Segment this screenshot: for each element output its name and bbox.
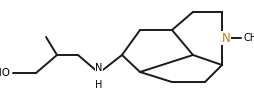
Text: N: N: [222, 31, 231, 45]
Text: N: N: [95, 63, 103, 73]
Text: CH₃: CH₃: [244, 33, 254, 43]
Text: HO: HO: [0, 68, 10, 78]
Text: H: H: [95, 80, 103, 90]
